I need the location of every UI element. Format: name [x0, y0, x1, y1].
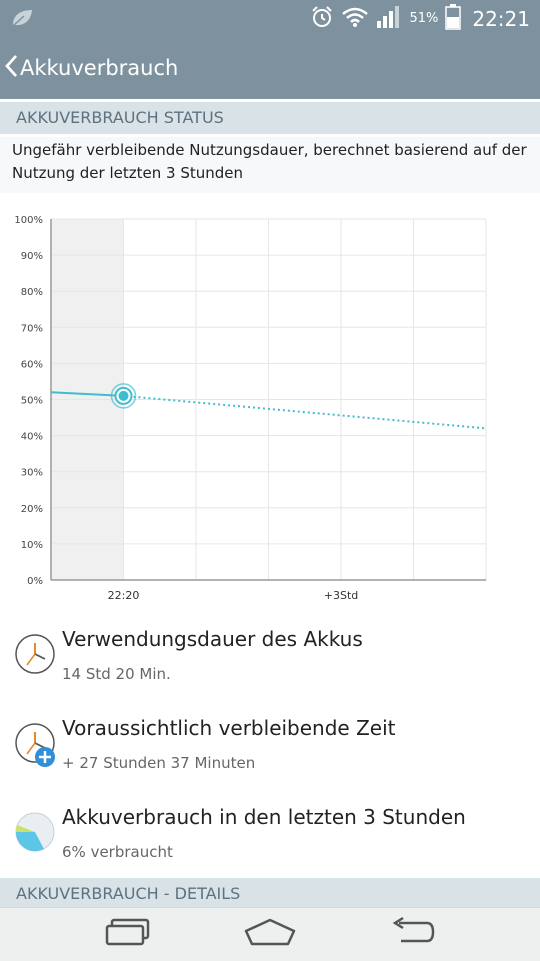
home-button[interactable] [238, 916, 302, 952]
y-tick-label: 90% [21, 251, 43, 262]
back-button[interactable]: Akkuverbrauch [0, 37, 178, 99]
item-title: Akkuverbrauch in den letzten 3 Stunden [62, 805, 466, 829]
leaf-icon [10, 8, 34, 32]
status-bar: 51% 22:21 [0, 0, 540, 37]
y-tick-label: 80% [21, 287, 43, 298]
list-item-usage-duration[interactable]: Verwendungsdauer des Akkus 14 Std 20 Min… [0, 625, 540, 713]
clock-plus-icon [14, 722, 56, 767]
chevron-left-icon [4, 54, 18, 82]
y-tick-label: 50% [21, 396, 43, 407]
y-tick-label: 10% [21, 540, 43, 551]
status-description: Ungefähr verbleibende Nutzungsdauer, ber… [0, 137, 540, 193]
current-point-ring [110, 383, 137, 409]
list-item-remaining-time[interactable]: Voraussichtlich verbleibende Zeit + 27 S… [0, 714, 540, 802]
list-item-usage-last-3-hours[interactable]: Akkuverbrauch in den letzten 3 Stunden 6… [0, 803, 540, 891]
back-nav-button[interactable] [382, 916, 442, 952]
item-title: Verwendungsdauer des Akkus [62, 627, 363, 651]
y-tick-label: 40% [21, 432, 43, 443]
status-time: 22:21 [472, 6, 530, 31]
pie-chart-icon [14, 811, 56, 853]
back-arrow-icon [387, 916, 437, 952]
y-tick-label: 100% [14, 215, 43, 226]
signal-icon [376, 5, 402, 33]
recent-apps-icon [103, 917, 153, 951]
battery-icon [445, 3, 462, 34]
page-title: Akkuverbrauch [20, 56, 179, 80]
y-tick-label: 30% [21, 468, 43, 479]
x-tick-label: +3Std [324, 589, 359, 602]
battery-percent: 51% [409, 11, 439, 26]
item-title: Voraussichtlich verbleibende Zeit [62, 716, 396, 740]
item-subtitle: 14 Std 20 Min. [62, 665, 171, 683]
clock-icon [14, 633, 56, 675]
current-point [118, 390, 129, 401]
projection-line [123, 394, 487, 430]
battery-chart-svg: 100% 90% 80% 70% 60% 50% 40% 30% 20% 10% 0% 22:20 +3… [14, 215, 487, 602]
y-tick-label: 60% [21, 359, 43, 370]
wifi-icon [341, 6, 369, 32]
x-tick-label: 22:20 [108, 589, 140, 602]
y-tick-label: 0% [27, 576, 43, 587]
recent-apps-button[interactable] [98, 916, 158, 952]
item-subtitle: 6% verbraucht [62, 843, 173, 861]
battery-chart: 100% 90% 80% 70% 60% 50% 40% 30% 20% 10% 0% 22:20 +3… [0, 200, 540, 610]
section-header-details: AKKUVERBRAUCH - DETAILS [0, 878, 540, 910]
app-bar: Akkuverbrauch [0, 37, 540, 99]
home-icon [242, 917, 298, 951]
y-tick-label: 70% [21, 323, 43, 334]
section-header-status: AKKUVERBRAUCH STATUS [0, 102, 540, 134]
item-subtitle: + 27 Stunden 37 Minuten [62, 754, 256, 772]
alarm-icon [310, 5, 334, 33]
navigation-bar [0, 907, 540, 961]
y-tick-label: 20% [21, 504, 43, 515]
